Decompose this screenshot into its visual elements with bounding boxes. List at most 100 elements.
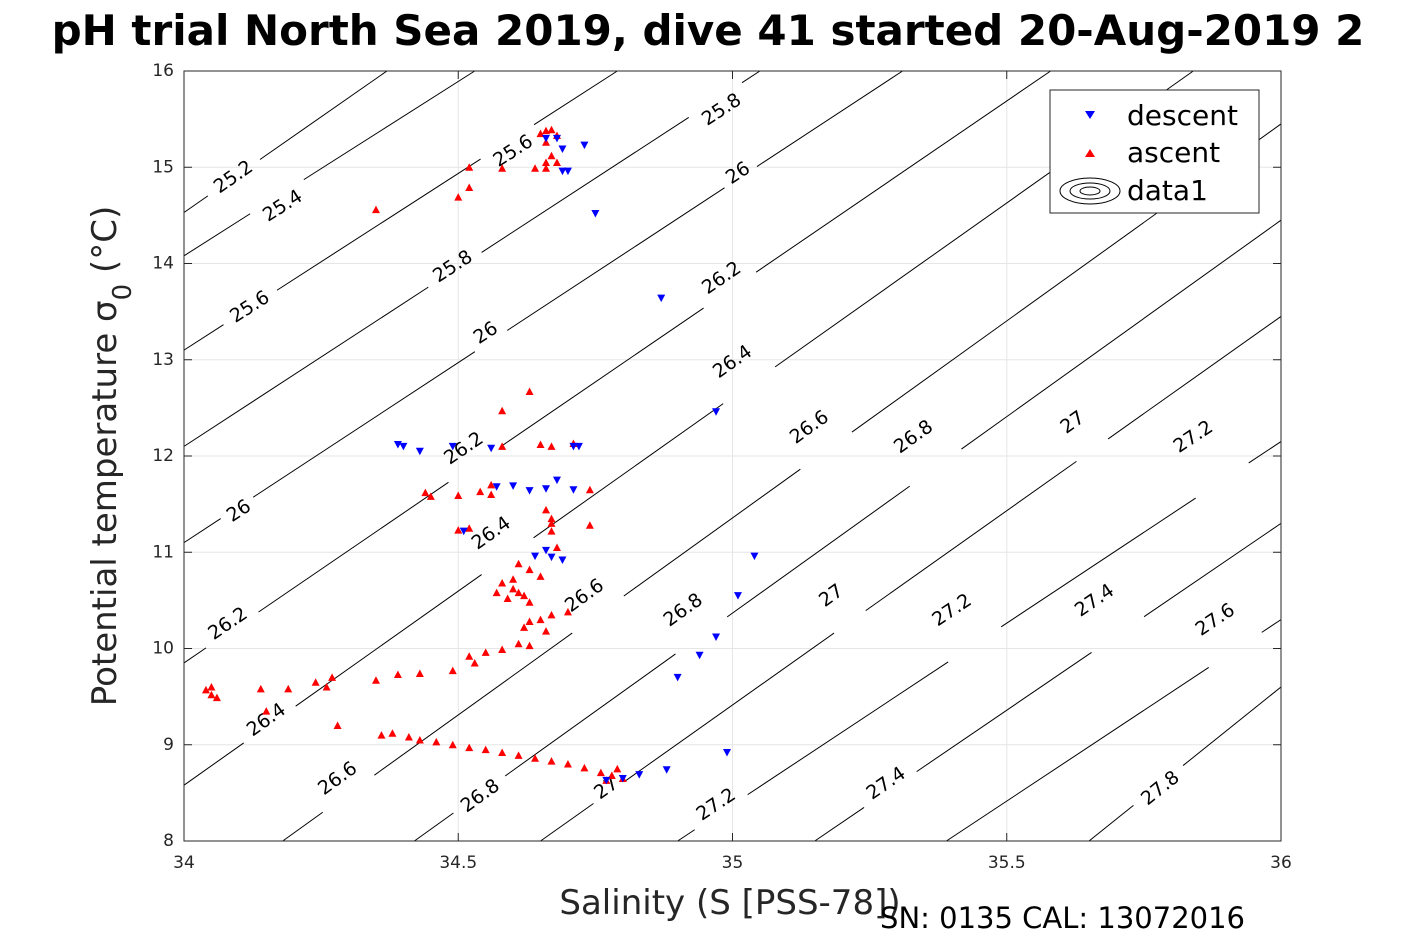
- descent-point: [569, 486, 578, 494]
- ascent-point: [585, 485, 594, 494]
- legend-box: [1049, 89, 1260, 214]
- descent-point: [574, 442, 583, 451]
- descent-point: [487, 444, 496, 453]
- descent-point: [448, 442, 457, 451]
- contour-line-25.6: [183, 324, 224, 351]
- contour-line-26.2: [258, 481, 449, 613]
- x-tick-label: 36: [1270, 853, 1292, 873]
- contour-line-26.6: [374, 632, 573, 776]
- ascent-point: [503, 594, 512, 602]
- contour-line-25.8: [183, 286, 429, 447]
- ascent-point: [311, 678, 320, 686]
- descent-point: [558, 556, 567, 564]
- y-tick-label: 15: [152, 157, 174, 177]
- descent-point: [552, 476, 561, 485]
- ascent-point: [509, 584, 518, 593]
- serial-calibration-note: SN: 0135 CAL: 13072016: [880, 901, 1245, 935]
- y-tick-label: 16: [152, 61, 174, 81]
- descent-point: [657, 294, 666, 303]
- contour-line-26: [756, 70, 903, 167]
- ascent-point: [481, 745, 490, 754]
- legend-data1-label: data1: [1127, 174, 1208, 207]
- ascent-point: [547, 514, 556, 523]
- descent-point: [459, 527, 468, 536]
- legend-descent-marker: [1085, 111, 1095, 119]
- ascent-point: [377, 731, 386, 739]
- ascent-point: [371, 676, 380, 684]
- ascent-point: [476, 487, 485, 496]
- legend-contour-icon: [1059, 177, 1121, 205]
- descent-point: [399, 442, 408, 451]
- ascent-point: [448, 666, 457, 675]
- contour-line-27.8: [1088, 804, 1134, 842]
- contour-line-25.2: [183, 195, 209, 213]
- ascent-point: [531, 164, 540, 172]
- ascent-point: [465, 163, 474, 171]
- contour-line-25.6: [533, 70, 618, 126]
- ascent-point: [256, 684, 265, 693]
- ascent-point: [542, 505, 551, 514]
- ascent-point: [552, 543, 561, 551]
- contour-line-25.6: [276, 158, 481, 291]
- contour-line-26.4: [183, 742, 245, 786]
- descent-point: [673, 673, 682, 682]
- ascent-point: [514, 639, 523, 648]
- contour-line-27.4: [916, 652, 1092, 773]
- descent-point: [602, 776, 611, 785]
- ascent-point: [465, 183, 474, 191]
- contour-line-27.6: [1261, 619, 1282, 633]
- x-tick-label: 34: [173, 853, 195, 873]
- ascent-point: [498, 579, 507, 587]
- descent-point: [712, 633, 721, 641]
- ascent-point: [465, 743, 474, 752]
- y-tick-label: 11: [152, 542, 174, 562]
- ascent-point: [542, 164, 551, 172]
- ascent-point: [498, 748, 507, 756]
- contour-line-25.8: [481, 116, 689, 253]
- contour-line-27.4: [814, 807, 865, 842]
- ascent-point: [525, 598, 534, 606]
- contour-line-27.2: [747, 661, 949, 796]
- ascent-point: [207, 690, 216, 699]
- descent-point: [542, 485, 551, 493]
- descent-point: [712, 408, 721, 416]
- ascent-point: [388, 729, 397, 737]
- ascent-point: [547, 610, 556, 619]
- ascent-point: [542, 158, 551, 166]
- ascent-point: [525, 617, 534, 626]
- ascent-point: [454, 526, 463, 534]
- descent-point: [733, 592, 742, 600]
- ascent-point: [580, 763, 589, 772]
- contour-line-27.2: [677, 829, 695, 842]
- descent-point: [509, 482, 518, 490]
- legend: descent ascent data1: [1049, 89, 1260, 214]
- chart-title: pH trial North Sea 2019, dive 41 started…: [52, 6, 1365, 55]
- ascent-series: [201, 125, 627, 784]
- ascent-point: [426, 492, 435, 500]
- ascent-point: [262, 707, 271, 715]
- ascent-point: [514, 751, 523, 759]
- contour-line-26.8: [726, 485, 911, 618]
- ascent-point: [371, 205, 380, 214]
- ascent-point: [454, 193, 463, 201]
- ascent-point: [547, 527, 556, 535]
- ascent-point: [596, 768, 605, 777]
- ascent-point: [547, 519, 556, 527]
- ascent-point: [421, 488, 430, 497]
- legend-descent-label: descent: [1127, 99, 1238, 132]
- descent-point: [542, 134, 551, 143]
- ascent-point: [322, 683, 331, 691]
- contour-line-25.2: [259, 70, 388, 160]
- ascent-point: [525, 565, 534, 574]
- descent-point: [591, 209, 600, 218]
- ascent-point: [536, 572, 545, 580]
- ascent-point: [547, 125, 556, 134]
- axis-ticks: 34 34.5 35 35.5 36 8 9 10 11 12 13 14 15 16: [152, 61, 1291, 873]
- descent-point: [542, 546, 551, 555]
- ascent-point: [547, 442, 556, 450]
- x-axis-label: Salinity (S [PSS-78]): [559, 883, 900, 923]
- descent-point: [531, 552, 540, 561]
- ascent-point: [498, 164, 507, 172]
- ascent-point: [328, 673, 337, 681]
